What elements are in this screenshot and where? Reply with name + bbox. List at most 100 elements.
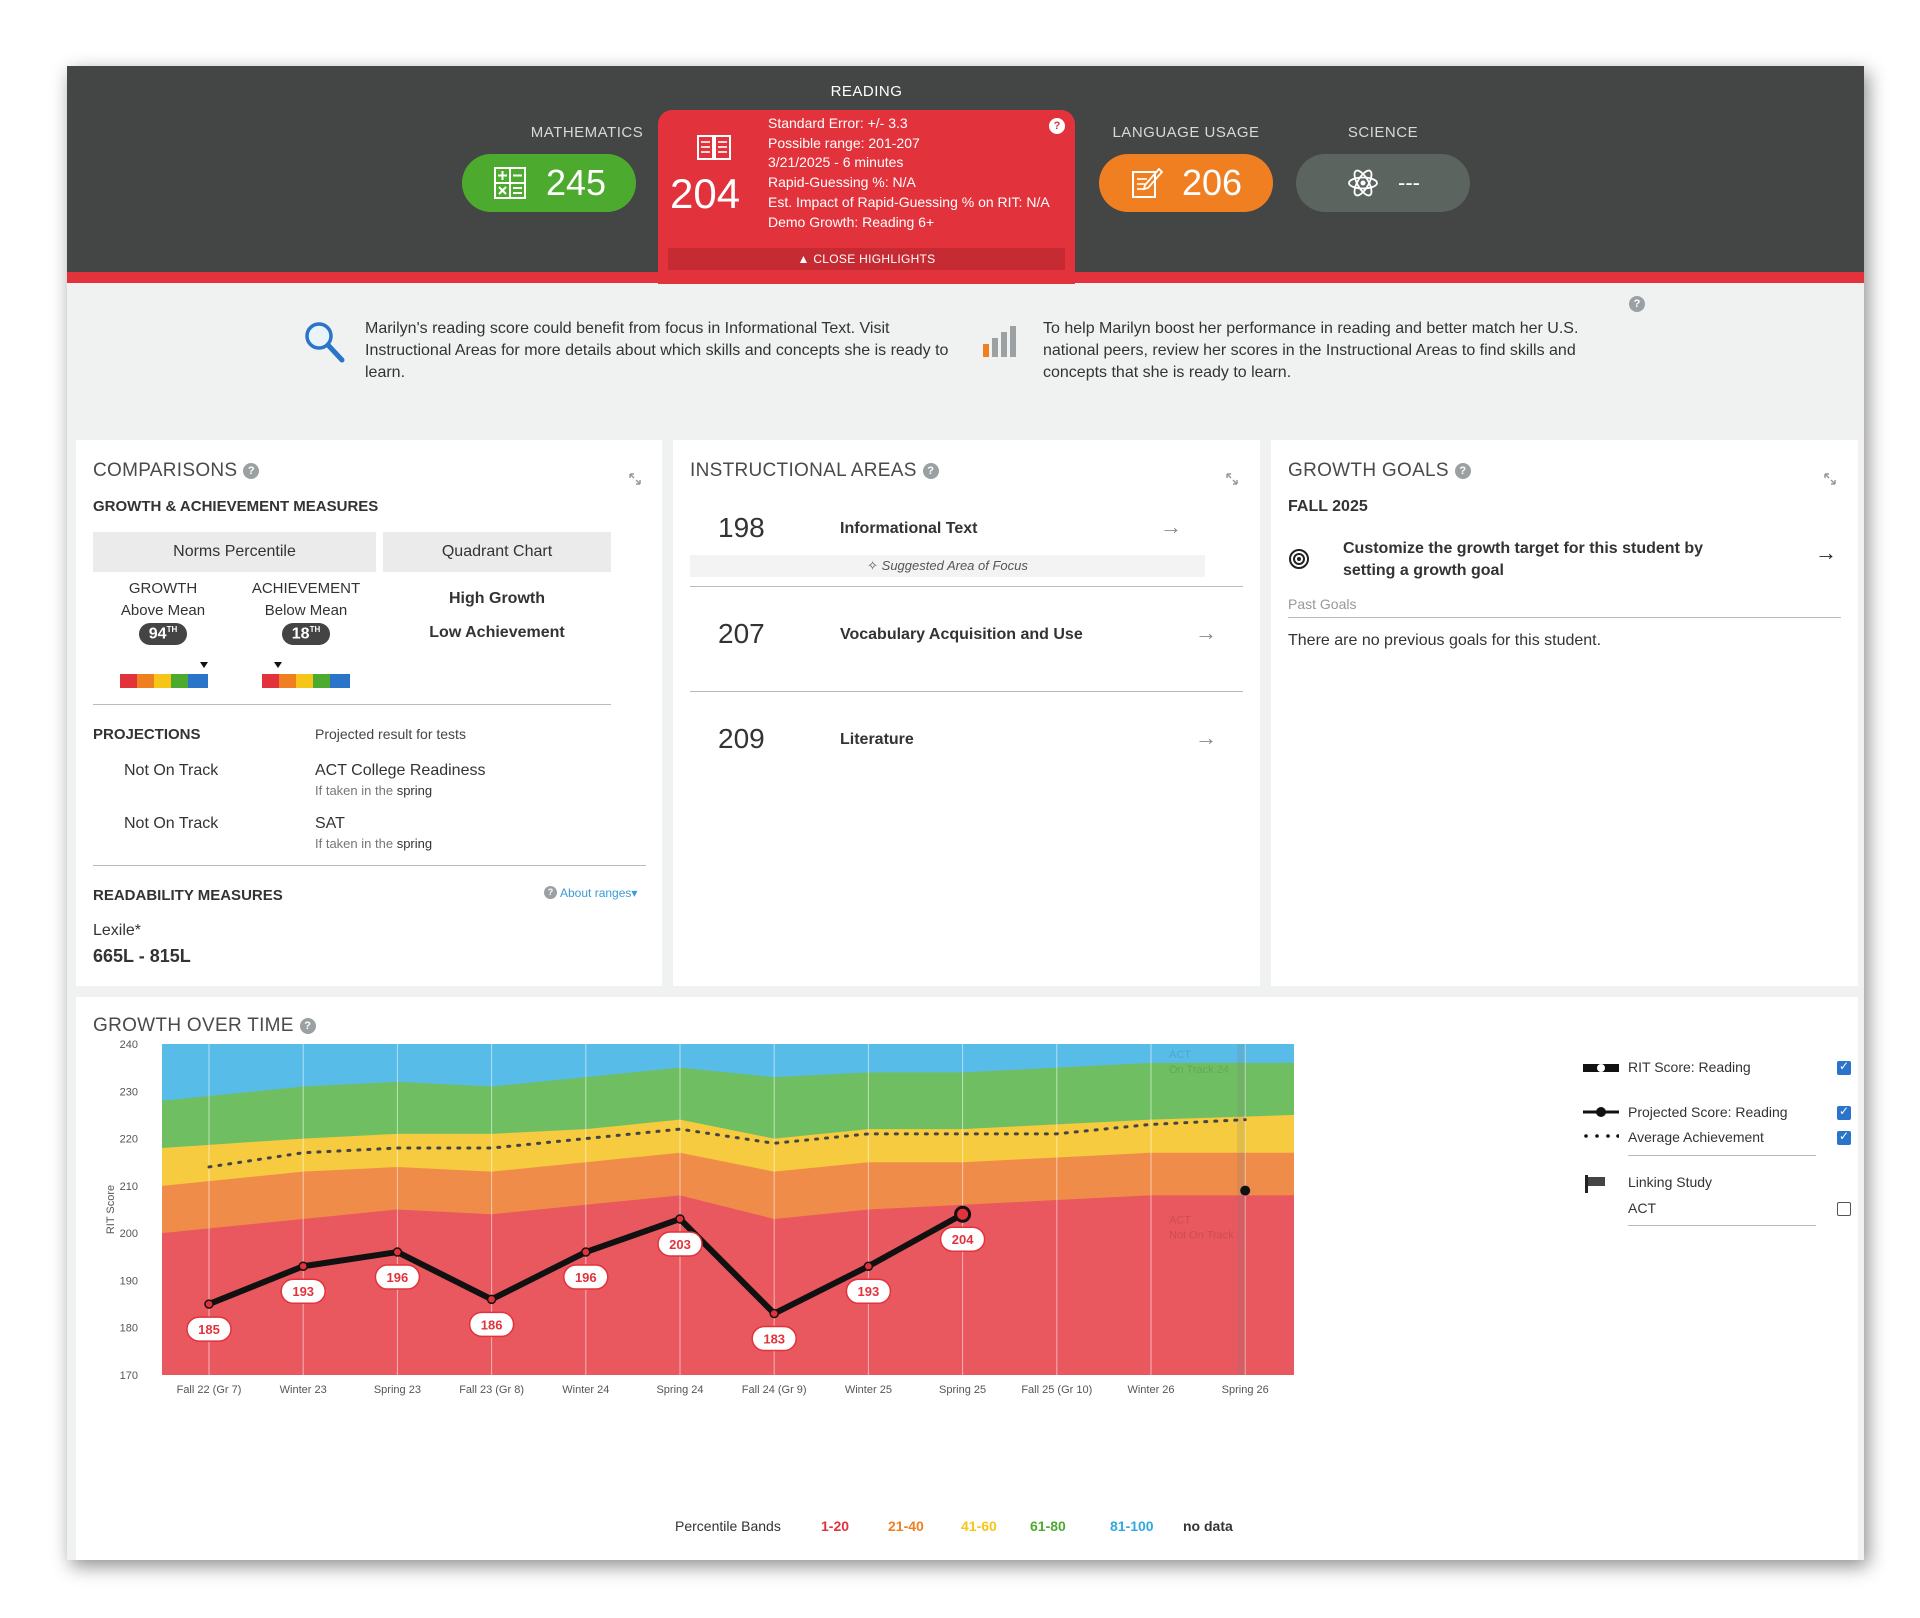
projection-status: Not On Track (124, 815, 219, 832)
growth-over-time-panel: GROWTH OVER TIME? 170 180 190 200 210 220 230 2… (76, 997, 1858, 1560)
instructional-area-row[interactable]: 198 Informational Text → ✧ Suggested Are… (690, 500, 1243, 585)
tab-quadrant-chart[interactable]: Quadrant Chart (383, 532, 611, 572)
achievement-percentile-badge: 18TH (266, 623, 346, 646)
instructional-area-row[interactable]: 207 Vocabulary Acquisition and Use → (690, 590, 1243, 690)
x-tick-label: Spring 24 (656, 1384, 703, 1396)
help-icon[interactable]: ? (1629, 296, 1645, 312)
quadrant-achievement: Low Achievement (429, 624, 565, 641)
projection-note: If taken in the spring (315, 783, 432, 798)
close-highlights-button[interactable]: ▲ CLOSE HIGHLIGHTS (668, 248, 1065, 270)
y-tick-label: 220 (120, 1134, 138, 1146)
rit-score-point (675, 1214, 685, 1224)
legend-linking-study: Linking Study (1628, 1174, 1713, 1190)
rit-score-point (298, 1261, 308, 1271)
band-label: 81-100 (1110, 1518, 1154, 1534)
language-score-pill[interactable]: 206 (1099, 154, 1273, 212)
insight-peers-text: To help Marilyn boost her performance in… (1043, 320, 1579, 381)
lexile-label: Lexile* (93, 922, 142, 939)
rit-score-label-bg (845, 1278, 892, 1304)
projections-heading: PROJECTIONS (93, 726, 201, 743)
reading-accent-stripe (67, 272, 1864, 283)
projected-score-checkbox[interactable] (1837, 1104, 1851, 1120)
rit-score-point (863, 1261, 874, 1271)
achievement-label: ACHIEVEMENT (251, 580, 361, 597)
expand-icon[interactable] (1225, 472, 1239, 486)
y-tick-label: 240 (120, 1039, 138, 1051)
rit-score-label: 196 (387, 1270, 409, 1285)
x-tick-label: Fall 22 (Gr 7) (177, 1384, 242, 1396)
y-tick-label: 200 (120, 1228, 138, 1240)
help-icon[interactable]: ? (243, 463, 260, 479)
help-icon[interactable]: ? (1454, 463, 1471, 479)
rit-score-checkbox[interactable] (1837, 1059, 1851, 1075)
book-icon (697, 135, 731, 160)
focus-note: Suggested Area of Focus (881, 558, 1028, 573)
act-checkbox[interactable] (1837, 1202, 1851, 1216)
x-tick-label: Fall 24 (Gr 9) (742, 1384, 807, 1396)
average-achievement-line (207, 1118, 1247, 1169)
target-icon (1289, 549, 1309, 569)
act-on-track-label: ACT (1169, 1049, 1191, 1061)
projection-note-pre: If taken in the (315, 783, 394, 798)
act-on-track-label: On Track 24 (1169, 1064, 1229, 1076)
band-label: 41-60 (961, 1518, 997, 1534)
growth-label: GROWTH (128, 580, 198, 597)
average-achievement-checkbox[interactable] (1837, 1129, 1851, 1145)
help-icon[interactable]: ? (299, 1018, 316, 1034)
rit-score-label: 193 (858, 1284, 880, 1299)
projected-score-point (1240, 1185, 1251, 1196)
rit-score-point (769, 1308, 779, 1319)
arrow-right-icon[interactable]: → (1195, 620, 1217, 645)
instructional-title-text: INSTRUCTIONAL AREAS (690, 460, 917, 481)
projection-status: Not On Track (124, 762, 219, 779)
rit-score-label: 185 (198, 1322, 220, 1337)
calculator-icon (493, 167, 526, 199)
math-score-pill[interactable]: 245 (462, 154, 636, 212)
instructional-areas-panel: INSTRUCTIONAL AREAS? 198 Informational T… (673, 440, 1260, 986)
band-label: 21-40 (888, 1518, 924, 1534)
about-ranges-link[interactable]: ? About ranges▾ (544, 886, 637, 900)
reading-detail: Possible range: 201-207 (768, 134, 920, 151)
about-ranges-text: About ranges▾ (560, 886, 638, 900)
rit-score-label-bg (374, 1264, 421, 1290)
arrow-right-icon[interactable]: → (1160, 514, 1182, 539)
divider (1628, 1225, 1816, 1226)
rit-score-point (581, 1247, 591, 1257)
y-tick-label: 210 (120, 1181, 138, 1193)
x-tick-label: Winter 25 (845, 1384, 892, 1396)
rit-score-label: 196 (575, 1270, 597, 1285)
expand-icon[interactable] (628, 472, 642, 486)
growth-rank: 94TH (138, 623, 188, 646)
divider (690, 586, 1243, 587)
customize-goal-link[interactable]: Customize the growth target for this stu… (1343, 540, 1704, 579)
lexile-range: 665L - 815L (93, 946, 191, 966)
readability-heading: READABILITY MEASURES (93, 887, 283, 904)
rit-score-point (486, 1294, 497, 1305)
rit-score-label-bg (939, 1226, 986, 1252)
achievement-rank: 18TH (281, 623, 331, 646)
x-tick-label: Spring 26 (1222, 1384, 1269, 1396)
reading-score: 204 (670, 170, 741, 217)
achievement-desc: Below Mean (264, 602, 348, 619)
tab-norms-percentile[interactable]: Norms Percentile (93, 532, 376, 572)
help-icon[interactable]: ? (922, 463, 939, 479)
projection-note-pre: If taken in the (315, 836, 394, 851)
divider (93, 704, 611, 705)
growth-goals-panel: GROWTH GOALS? FALL 2025 Customize the gr… (1271, 440, 1858, 986)
arrow-right-icon[interactable]: → (1195, 725, 1217, 750)
projection-test: SAT (315, 815, 345, 832)
arrow-right-icon[interactable]: → (1815, 540, 1837, 565)
help-icon[interactable]: ? (1049, 118, 1065, 134)
bands-label: Percentile Bands (675, 1518, 781, 1534)
science-score-pill[interactable]: --- (1296, 154, 1470, 212)
instructional-area-row[interactable]: 209 Literature → (690, 695, 1243, 795)
expand-icon[interactable] (1823, 472, 1837, 486)
act-linking-marker (1237, 1044, 1246, 1375)
language-label: LANGUAGE USAGE (1112, 124, 1260, 141)
band-label: 61-80 (1030, 1518, 1066, 1534)
reading-detail: Standard Error: +/- 3.3 (768, 115, 908, 131)
projection-note: If taken in the spring (315, 836, 432, 851)
x-tick-label: Spring 25 (939, 1384, 986, 1396)
legend-rit-score: RIT Score: Reading (1628, 1059, 1751, 1075)
reading-score-card[interactable]: 204 Standard Error: +/- 3.3 Possible ran… (658, 110, 1075, 284)
